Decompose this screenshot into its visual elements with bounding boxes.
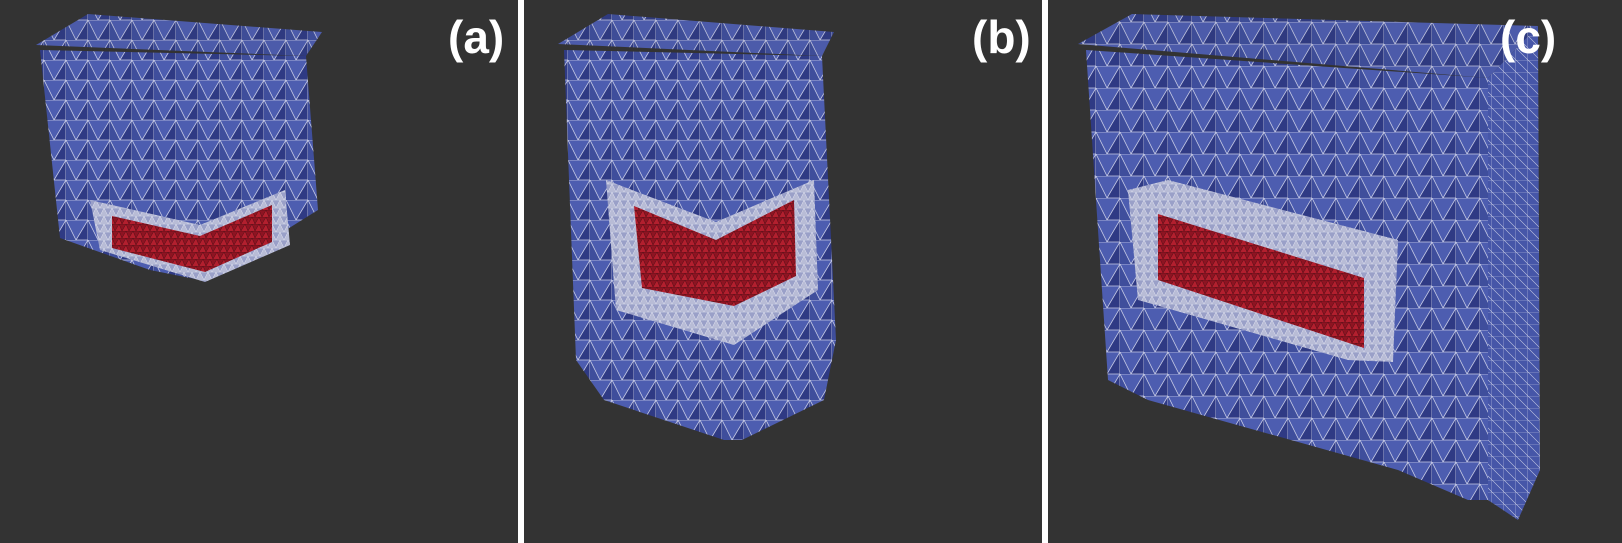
mesh-top-face-a (36, 14, 322, 56)
mesh-top-face-b (558, 14, 834, 56)
inclusion-region-c (1158, 214, 1364, 348)
panel-divider-2 (1042, 0, 1048, 543)
panel-label-a: (a) (448, 11, 505, 63)
mesh-side-face-c (1488, 26, 1540, 520)
inclusion-region-a (112, 205, 272, 272)
panel-divider-1 (518, 0, 524, 543)
panel-label-c: (c) (1500, 11, 1557, 63)
inclusion-region-b (634, 200, 796, 306)
panel-label-b: (b) (972, 11, 1031, 63)
mesh-illustration-a (36, 14, 322, 282)
mesh-top-face-c (1078, 14, 1538, 78)
panel-b: (b) (524, 0, 1042, 543)
panel-c: (c) (1048, 0, 1622, 543)
mesh-illustration-b (558, 14, 836, 440)
panel-a: (a) (0, 0, 536, 543)
mesh-illustration-c (1078, 14, 1540, 520)
